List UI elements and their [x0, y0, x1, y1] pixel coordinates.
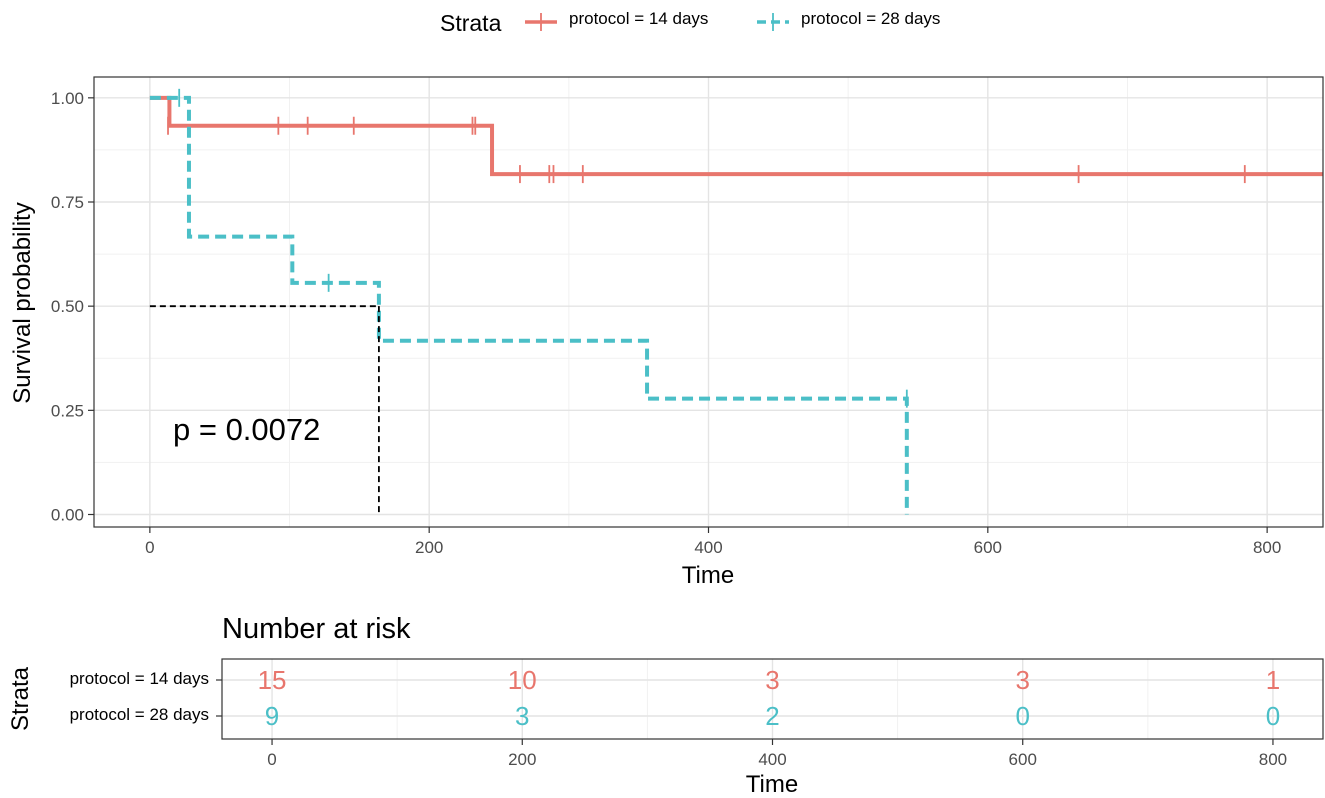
risk-count-cell: 3 [765, 665, 779, 695]
risk-x-tick-label: 0 [267, 750, 276, 769]
risk-count-cell: 10 [508, 665, 537, 695]
p-value-annotation: p = 0.0072 [173, 412, 320, 447]
risk-table-title: Number at risk [222, 613, 411, 645]
risk-count-cell: 1 [1266, 665, 1280, 695]
risk-table-gridlines [222, 659, 1323, 739]
risk-count-cell: 2 [765, 701, 779, 731]
legend-key-14-days [525, 13, 557, 31]
y-tick-label: 0.25 [51, 401, 84, 420]
risk-table-axes: 0 200 400 600 800 [216, 679, 1287, 769]
risk-row-label-14-days: protocol = 14 days [70, 669, 209, 688]
risk-count-cell: 3 [1015, 665, 1029, 695]
x-tick-label: 0 [145, 538, 154, 557]
risk-table: Number at risk 15 10 3 3 19 3 2 0 0 0 200 400 600 80… [7, 613, 1324, 798]
survival-plot-panel: 0 200 400 600 800 0.00 0.25 0.50 0.75 1.00 p = 0.… [9, 76, 1324, 589]
survival-series [149, 88, 1323, 515]
legend-title: Strata [440, 10, 502, 36]
legend: Strata protocol = 14 days protocol = 28 … [440, 9, 940, 36]
survival-curve [149, 95, 1323, 177]
x-tick-label: 200 [415, 538, 443, 557]
risk-count-cell: 15 [258, 665, 287, 695]
risk-x-tick-label: 400 [758, 750, 786, 769]
risk-y-axis-title: Strata [7, 666, 34, 731]
plot-gridlines [94, 77, 1323, 527]
legend-label-14-days: protocol = 14 days [569, 9, 708, 28]
survival-curve [149, 95, 909, 515]
risk-x-tick-label: 600 [1009, 750, 1037, 769]
risk-x-tick-label: 800 [1259, 750, 1287, 769]
y-axis-title: Survival probability [9, 202, 36, 403]
risk-x-tick-label: 200 [508, 750, 536, 769]
risk-count-cell: 3 [515, 701, 529, 731]
legend-label-28-days: protocol = 28 days [801, 9, 940, 28]
y-tick-label: 0.00 [51, 506, 84, 525]
risk-count-cell: 9 [265, 701, 279, 731]
x-tick-label: 600 [974, 538, 1002, 557]
risk-x-axis-title: Time [746, 771, 798, 798]
risk-count-cell: 0 [1015, 701, 1029, 731]
y-tick-label: 0.75 [51, 193, 84, 212]
risk-table-cells: 15 10 3 3 1 9 3 2 0 0 [258, 665, 1281, 731]
y-tick-label: 0.50 [51, 297, 84, 316]
x-tick-label: 400 [694, 538, 722, 557]
x-tick-label: 800 [1253, 538, 1281, 557]
legend-key-28-days [757, 13, 789, 31]
median-survival-line [149, 305, 380, 515]
y-tick-label: 1.00 [51, 89, 84, 108]
plot-axes: 0 200 400 600 800 0.00 0.25 0.50 0.75 1.00 [51, 89, 1281, 557]
risk-count-cell: 0 [1266, 701, 1280, 731]
x-axis-title: Time [682, 562, 734, 589]
risk-row-label-28-days: protocol = 28 days [70, 705, 209, 724]
